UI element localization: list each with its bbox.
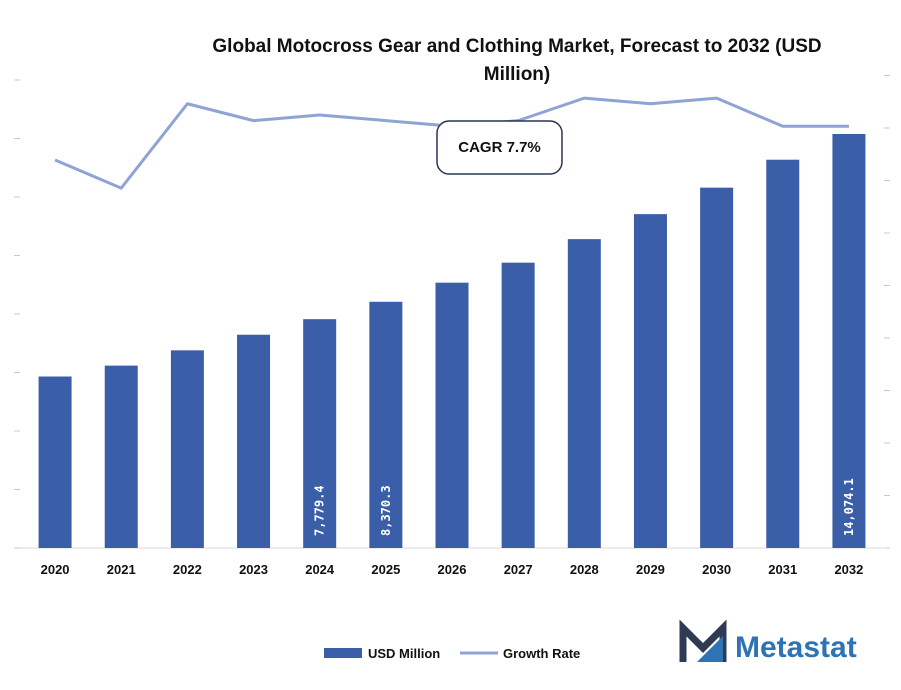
- bar-2031: [766, 159, 800, 548]
- x-tick-label-2021: 2021: [107, 562, 136, 577]
- right-axis-ticks: [884, 75, 890, 549]
- cagr-callout: CAGR 7.7%: [436, 120, 563, 175]
- cagr-label: CAGR 7.7%: [458, 139, 541, 156]
- bar-2032: [832, 134, 866, 548]
- bar-2027: [501, 262, 535, 548]
- chart-title-line2: Million): [484, 64, 550, 85]
- data-label-2025: 8,370.3: [379, 485, 393, 536]
- x-tick-label-2028: 2028: [570, 562, 599, 577]
- bar-2025: [369, 301, 403, 548]
- x-tick-label-2023: 2023: [239, 562, 268, 577]
- bar-2023: [237, 334, 271, 548]
- metastat-logo: Metastat: [679, 619, 857, 664]
- x-tick-label-2030: 2030: [702, 562, 731, 577]
- bar-2021: [104, 365, 138, 548]
- x-tick-label-2032: 2032: [834, 562, 863, 577]
- bar-2029: [633, 214, 667, 548]
- chart-title: Global Motocross Gear and Clothing Marke…: [212, 36, 821, 57]
- x-tick-label-2022: 2022: [173, 562, 202, 577]
- x-tick-label-2031: 2031: [768, 562, 797, 577]
- metastat-m-icon: [679, 619, 727, 662]
- x-axis-labels: 2020 2021 2022 2023 2024 2025 2026 2027 2028 2029…: [41, 562, 864, 577]
- x-tick-label-2026: 2026: [438, 562, 467, 577]
- data-label-2024: 7,779.4: [313, 485, 327, 536]
- legend-swatch-usd-million: [324, 648, 362, 658]
- bar-2024: [303, 319, 337, 548]
- data-label-2032: 14,074.1: [842, 478, 856, 536]
- legend-label-growth-rate: Growth Rate: [503, 646, 580, 661]
- bar-series: [38, 134, 866, 548]
- bar-2022: [170, 350, 204, 548]
- x-tick-label-2020: 2020: [41, 562, 70, 577]
- bar-2020: [38, 376, 72, 548]
- bar-2030: [700, 187, 734, 548]
- x-tick-label-2027: 2027: [504, 562, 533, 577]
- x-tick-label-2029: 2029: [636, 562, 665, 577]
- x-tick-label-2024: 2024: [305, 562, 335, 577]
- legend-label-usd-million: USD Million: [368, 646, 440, 661]
- bar-2028: [567, 239, 601, 548]
- legend: USD Million Growth Rate: [324, 646, 580, 661]
- left-axis-ticks: [14, 79, 20, 549]
- data-labels: 7,779.4 8,370.3 14,074.1: [313, 478, 856, 536]
- bar-2026: [435, 282, 469, 548]
- brand-name: Metastat: [735, 631, 857, 664]
- x-tick-label-2025: 2025: [371, 562, 400, 577]
